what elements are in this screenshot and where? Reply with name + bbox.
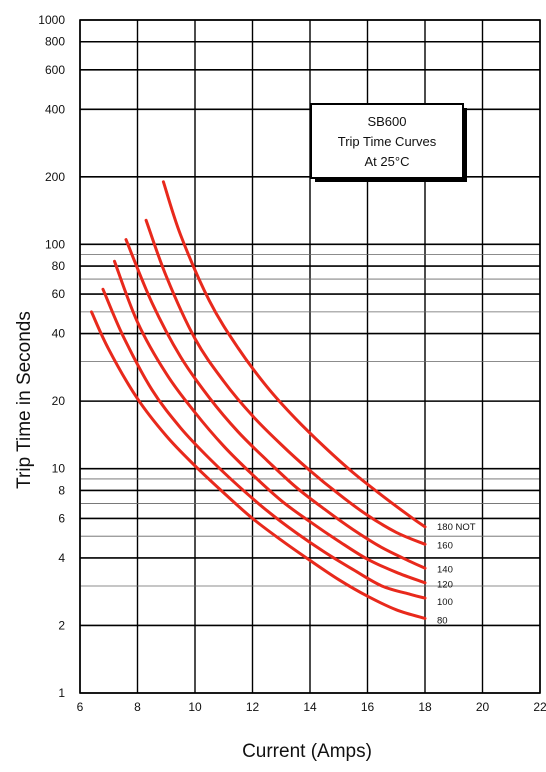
title-box-line3: At 25°C — [365, 154, 410, 169]
x-tick-label: 6 — [77, 700, 84, 714]
y-tick-label: 10 — [52, 462, 66, 476]
curve-label-180-not: 180 NOT — [437, 522, 476, 533]
trip-curve-180-not — [161, 180, 427, 529]
trip-curve-120 — [113, 259, 427, 585]
y-tick-label: 200 — [45, 170, 65, 184]
y-tick-label: 20 — [52, 394, 66, 408]
y-tick-label: 800 — [45, 35, 65, 49]
curve-label-160: 160 — [437, 540, 453, 551]
curve-label-80: 80 — [437, 616, 448, 627]
x-axis-title: Current (Amps) — [242, 741, 372, 762]
curve-label-120: 120 — [437, 579, 453, 590]
trip-curve-140 — [124, 238, 427, 570]
y-axis-title: Trip Time in Seconds — [14, 311, 35, 489]
x-tick-label: 10 — [188, 700, 202, 714]
trip-curve-100 — [101, 287, 427, 600]
y-tick-label: 40 — [52, 327, 66, 341]
y-tick-label: 2 — [58, 618, 65, 632]
title-box-frame — [310, 103, 464, 179]
curve-label-100: 100 — [437, 597, 453, 608]
y-tick-label: 1 — [58, 686, 65, 700]
curve-layer — [90, 180, 427, 620]
curve-label-140: 140 — [437, 565, 453, 576]
x-tick-label: 14 — [303, 700, 317, 714]
y-tick-label: 400 — [45, 102, 65, 116]
x-tick-label: 8 — [134, 700, 141, 714]
trip-curve-160 — [144, 218, 427, 546]
x-tick-label: 20 — [476, 700, 490, 714]
y-tick-label: 100 — [45, 237, 65, 251]
tick-layer: 6 8 10 12 14 16 18 20 22124681020406080100200400… — [38, 13, 546, 714]
plot-frame — [79, 19, 541, 694]
x-tick-label: 12 — [246, 700, 260, 714]
title-box-line1: SB600 — [367, 114, 406, 129]
y-tick-label: 8 — [58, 483, 65, 497]
x-tick-label: 22 — [533, 700, 546, 714]
trip-curve-80 — [90, 310, 427, 620]
title-box: SB600 Trip Time Curves At 25°C — [310, 103, 467, 182]
y-tick-label: 80 — [52, 259, 66, 273]
x-tick-label: 16 — [361, 700, 375, 714]
y-tick-label: 6 — [58, 511, 65, 525]
y-tick-label: 600 — [45, 63, 65, 77]
title-box-line2: Trip Time Curves — [338, 134, 437, 149]
y-tick-label: 60 — [52, 287, 66, 301]
y-tick-label: 4 — [58, 551, 65, 565]
y-tick-label: 1000 — [38, 13, 65, 27]
curve-label-layer: 80 100 120 140 160 180 NOT — [437, 522, 476, 627]
x-tick-label: 18 — [418, 700, 432, 714]
